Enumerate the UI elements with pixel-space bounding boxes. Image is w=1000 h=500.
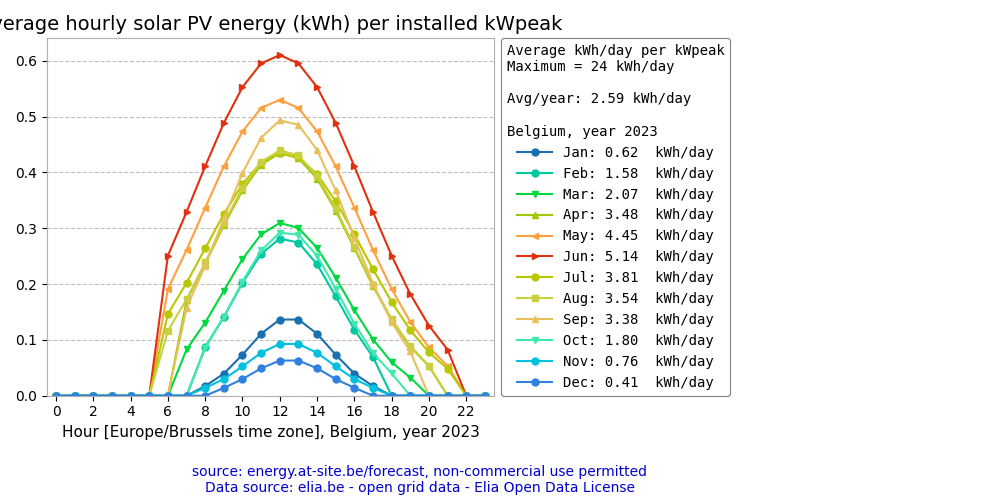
Legend: Jan: 0.62  kWh/day, Feb: 1.58  kWh/day, Mar: 2.07  kWh/day, Apr: 3.48  kWh/day, : Jan: 0.62 kWh/day, Feb: 1.58 kWh/day, Ma… (501, 38, 730, 396)
Title: Average hourly solar PV energy (kWh) per installed kWpeak: Average hourly solar PV energy (kWh) per… (0, 15, 562, 34)
Text: source: energy.at-site.be/forecast, non-commercial use permitted
Data source: el: source: energy.at-site.be/forecast, non-… (192, 465, 648, 495)
X-axis label: Hour [Europe/Brussels time zone], Belgium, year 2023: Hour [Europe/Brussels time zone], Belgiu… (62, 425, 479, 440)
